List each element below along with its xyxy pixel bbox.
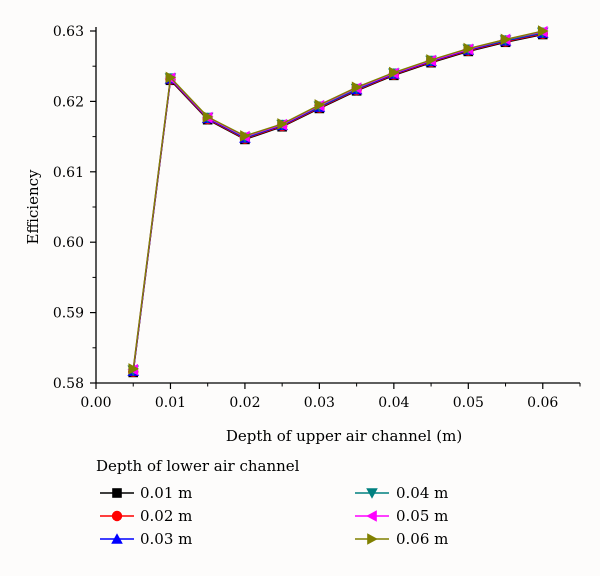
legend-marker — [366, 488, 378, 499]
series-line — [132, 33, 543, 372]
y-tick-label: 0.60 — [53, 235, 84, 251]
legend-item: 0.05 m — [355, 507, 448, 525]
series-0_06-m — [128, 25, 549, 375]
legend-label: 0.03 m — [140, 530, 192, 548]
data-point — [240, 130, 251, 142]
y-tick-label: 0.58 — [53, 376, 84, 392]
data-point — [537, 25, 549, 37]
legend-label: 0.02 m — [140, 507, 192, 525]
legend-label: 0.04 m — [396, 484, 448, 502]
series-line — [132, 31, 543, 371]
data-point — [314, 99, 326, 111]
y-tick-label: 0.59 — [53, 306, 84, 322]
data-point — [202, 111, 214, 123]
series-0_01-m — [128, 29, 548, 378]
axes: 0.00 0.01 0.02 0.03 0.04 0.05 0.06 0.58 0.59 0.60… — [53, 24, 581, 411]
y-tick-label: 0.63 — [53, 24, 84, 40]
data-point — [389, 66, 400, 79]
y-tick-label: 0.61 — [53, 165, 84, 181]
legend: Depth of lower air channel 0.01 m 0.02 m 0… — [96, 457, 448, 548]
legend-marker — [366, 510, 377, 522]
data-point — [277, 118, 288, 130]
legend-marker — [111, 533, 123, 544]
data-point — [128, 363, 140, 375]
series-line — [132, 32, 543, 372]
series-line — [132, 31, 543, 370]
data-point — [165, 71, 177, 84]
series-line — [132, 33, 543, 373]
x-tick-label: 0.02 — [229, 395, 260, 411]
legend-title: Depth of lower air channel — [96, 457, 300, 475]
legend-marker — [111, 510, 123, 522]
series-0_05-m — [127, 25, 548, 376]
series-line — [132, 30, 543, 370]
legend-item: 0.04 m — [355, 484, 448, 502]
series-0_04-m — [127, 27, 549, 377]
x-tick-label: 0.06 — [527, 395, 558, 411]
legend-item: 0.06 m — [355, 530, 448, 548]
x-tick-label: 0.00 — [80, 395, 111, 411]
legend-item: 0.02 m — [100, 507, 192, 525]
data-point — [463, 42, 475, 55]
series-group — [127, 25, 549, 378]
data-point — [500, 33, 512, 46]
legend-label: 0.01 m — [140, 484, 192, 502]
y-axis-title: Efficiency — [24, 169, 42, 245]
x-tick-label: 0.04 — [378, 395, 409, 411]
x-tick-label: 0.05 — [453, 395, 484, 411]
series-0_03-m — [127, 27, 549, 376]
data-point — [426, 54, 437, 66]
x-tick-label: 0.01 — [155, 395, 186, 411]
x-axis-title: Depth of upper air channel (m) — [226, 427, 462, 445]
legend-marker — [112, 488, 122, 498]
data-point — [351, 81, 363, 94]
x-tick-label: 0.03 — [304, 395, 335, 411]
legend-item: 0.03 m — [100, 530, 192, 548]
legend-label: 0.06 m — [396, 530, 448, 548]
y-tick-label: 0.62 — [53, 94, 84, 110]
legend-item: 0.01 m — [100, 484, 192, 502]
legend-marker — [367, 533, 378, 545]
legend-label: 0.05 m — [396, 507, 448, 525]
series-0_02-m — [128, 28, 548, 377]
